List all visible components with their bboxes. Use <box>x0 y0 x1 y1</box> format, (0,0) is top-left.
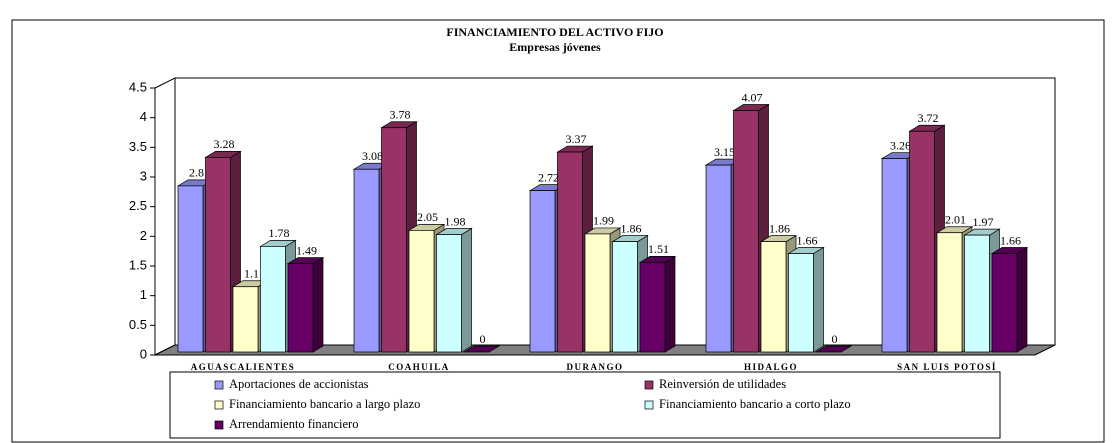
legend-swatch <box>644 400 654 410</box>
legend-label: Financiamiento bancario a largo plazo <box>229 397 420 411</box>
bar-face <box>461 227 472 353</box>
bar <box>435 227 473 353</box>
legend <box>169 371 1001 439</box>
chart-title: FINANCIAMIENTO DEL ACTIVO FIJO <box>446 25 663 39</box>
x-tick-label: SAN LUIS POTOSÍ <box>897 362 997 372</box>
bar-face <box>639 262 666 353</box>
bar-face <box>462 345 501 353</box>
bar-face <box>177 185 204 353</box>
bar-face <box>705 164 732 353</box>
bar-face <box>813 246 824 353</box>
bar-face <box>909 130 935 353</box>
bar-face <box>1016 246 1028 353</box>
bar-face <box>991 253 1018 353</box>
legend-swatch <box>214 380 224 390</box>
data-label: 1.97 <box>973 215 994 229</box>
chart-subtitle: Empresas jóvenes <box>509 40 601 54</box>
y-tick-label: 3 <box>140 168 147 183</box>
data-label: 3.72 <box>918 111 939 125</box>
legend-label: Reinversión de utilidades <box>659 377 786 391</box>
bar-face <box>408 230 435 353</box>
bar-face <box>232 286 259 353</box>
y-tick-label: 4.5 <box>129 79 147 94</box>
data-label: 1.99 <box>593 214 614 228</box>
bar-face <box>733 110 759 353</box>
y-tick-label: 0 <box>140 346 147 361</box>
y-tick-label: 2 <box>140 228 147 243</box>
legend-swatch <box>214 420 224 430</box>
bar <box>638 255 677 353</box>
legend-label: Arrendamiento financiero <box>229 417 358 431</box>
x-tick-label: AGUASCALIENTES <box>191 362 296 372</box>
data-label: 3.78 <box>390 107 411 121</box>
data-label: 1.49 <box>296 243 317 257</box>
data-label: 2.8 <box>189 166 204 180</box>
data-label: 1.1 <box>244 266 259 280</box>
y-tick-label: 2.5 <box>129 198 147 213</box>
data-label: 3.37 <box>566 132 587 146</box>
bar-face <box>760 241 787 353</box>
data-label: 1.66 <box>797 233 818 247</box>
data-label: 3.08 <box>362 149 383 163</box>
legend-label: Financiamiento bancario a corto plazo <box>659 397 851 411</box>
bar-face <box>881 158 908 353</box>
y-tick-label: 1.5 <box>129 257 147 272</box>
data-label: 0 <box>832 332 838 346</box>
bar-face <box>353 168 380 353</box>
data-label: 1.78 <box>269 226 290 240</box>
data-label: 1.98 <box>445 214 466 228</box>
bar-face <box>312 256 324 353</box>
bar-face <box>557 151 583 353</box>
legend-swatch <box>644 380 654 390</box>
data-label: 1.66 <box>1000 233 1021 247</box>
bar-face <box>260 246 286 353</box>
bar-face <box>964 234 990 353</box>
data-label: 1.86 <box>621 221 642 235</box>
bar-face <box>436 234 462 353</box>
data-label: 3.28 <box>214 137 235 151</box>
bar-face <box>664 255 676 353</box>
x-tick-label: HIDALGO <box>744 362 798 372</box>
bar <box>963 228 1001 353</box>
y-tick-label: 1 <box>140 287 147 302</box>
bar-face <box>287 263 314 353</box>
data-label: 2.05 <box>417 210 438 224</box>
y-tick-label: 4 <box>140 109 147 124</box>
legend-label: Aportaciones de accionistas <box>229 377 369 391</box>
bar <box>204 150 242 353</box>
bar-face <box>612 241 638 353</box>
bar <box>990 246 1029 353</box>
bar-face <box>381 127 407 353</box>
data-label: 1.51 <box>648 242 669 256</box>
data-label: 0 <box>480 332 486 346</box>
y-tick-label: 3.5 <box>129 139 147 154</box>
bar <box>462 345 501 353</box>
bar <box>814 345 853 353</box>
x-tick-label: DURANGO <box>567 362 624 372</box>
data-label: 1.86 <box>769 221 790 235</box>
bar-face <box>814 345 853 353</box>
data-label: 3.26 <box>890 138 911 152</box>
x-tick-label: COAHUILA <box>388 362 450 372</box>
bar-face <box>205 157 231 353</box>
bar-face <box>529 190 556 353</box>
legend-swatch <box>214 400 224 410</box>
bar-face <box>936 232 963 353</box>
bar <box>787 246 825 353</box>
bar-face <box>788 253 814 353</box>
side-wall <box>154 77 176 356</box>
bar <box>286 256 325 353</box>
bar-face <box>584 233 611 353</box>
y-tick-label: 0.5 <box>129 317 147 332</box>
data-label: 3.15 <box>714 145 735 159</box>
data-label: 2.72 <box>538 170 559 184</box>
data-label: 4.07 <box>742 90 763 104</box>
data-label: 2.01 <box>945 212 966 226</box>
